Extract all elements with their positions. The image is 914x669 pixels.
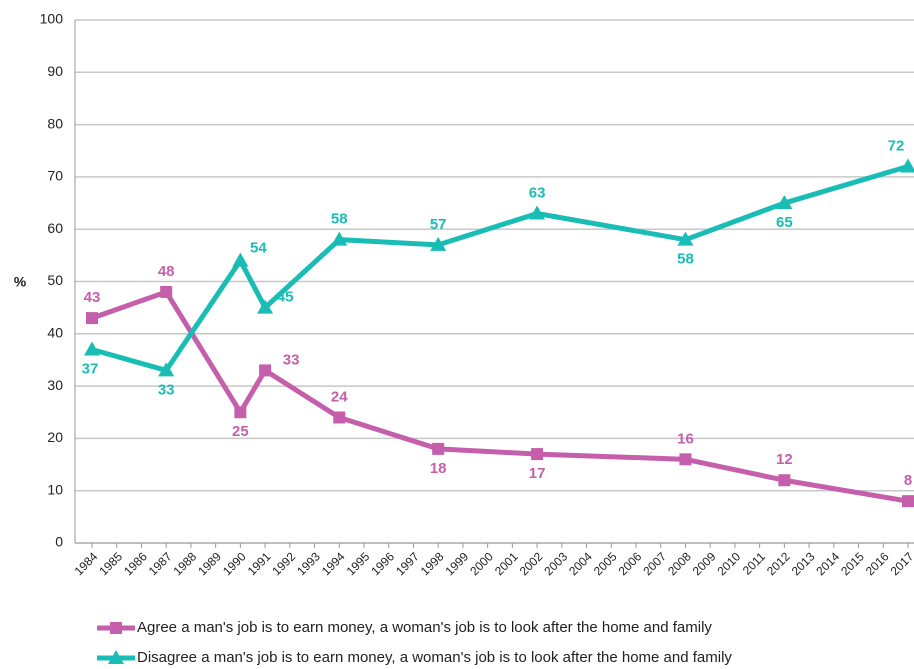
y-axis-label: % (14, 274, 27, 290)
marker (679, 453, 692, 466)
marker (86, 312, 98, 325)
marker (531, 448, 544, 461)
x-tick-label: 2004 (566, 549, 595, 578)
legend-label: Disagree a man's job is to earn money, a… (137, 649, 732, 666)
marker (234, 406, 247, 419)
marker (430, 236, 447, 251)
data-label: 48 (158, 263, 175, 280)
marker (529, 205, 546, 220)
marker (108, 650, 124, 664)
data-label: 37 (82, 360, 99, 377)
x-tick-label: 1990 (220, 549, 249, 578)
x-tick-label: 1996 (368, 549, 397, 578)
y-tick-label: 80 (47, 115, 63, 131)
marker (259, 364, 272, 377)
marker (331, 231, 348, 246)
data-label: 72 (888, 137, 905, 154)
x-tick-label: 2003 (541, 549, 570, 578)
y-tick-label: 20 (47, 429, 63, 445)
x-tick-label: 2015 (838, 549, 867, 578)
x-tick-label: 2017 (888, 549, 914, 578)
marker (677, 231, 694, 246)
x-tick-label: 1986 (121, 549, 150, 578)
marker (432, 442, 445, 455)
y-tick-label: 100 (40, 11, 64, 27)
x-tick-label: 2014 (813, 549, 842, 578)
x-tick-label: 1988 (170, 549, 199, 578)
marker (778, 474, 791, 487)
x-tick-label: 2010 (714, 549, 743, 578)
data-label: 65 (776, 214, 793, 231)
legend-item: Agree a man's job is to earn money, a wo… (97, 619, 712, 636)
x-tick-label: 2007 (640, 549, 669, 578)
x-tick-label: 2013 (789, 549, 818, 578)
x-tick-label: 2001 (492, 549, 521, 578)
legend-label: Agree a man's job is to earn money, a wo… (137, 619, 712, 636)
data-label: 45 (277, 289, 294, 306)
y-tick-label: 60 (47, 220, 63, 236)
marker (257, 299, 274, 314)
marker (776, 195, 793, 210)
series-line (91, 289, 909, 504)
y-tick-label: 90 (47, 63, 63, 79)
data-label: 57 (430, 216, 447, 233)
marker (158, 362, 175, 377)
x-tick-label: 1991 (245, 549, 274, 578)
data-label: 12 (776, 451, 793, 468)
marker (900, 158, 914, 173)
marker (160, 285, 173, 298)
data-label: 8 (904, 472, 912, 489)
x-tick-label: 2006 (616, 549, 645, 578)
marker (333, 411, 346, 424)
data-label: 33 (283, 351, 300, 368)
x-tick-label: 2011 (740, 549, 768, 577)
marker (232, 252, 249, 267)
x-tick-label: 1985 (96, 549, 125, 578)
y-tick-label: 30 (47, 377, 63, 393)
data-label: 58 (677, 251, 694, 268)
x-tick-label: 1989 (195, 549, 224, 578)
marker (84, 341, 100, 356)
x-tick-label: 2002 (517, 549, 546, 578)
x-tick-label: 2008 (665, 549, 694, 578)
y-tick-label: 50 (47, 272, 63, 288)
x-tick-label: 1992 (269, 549, 298, 578)
data-label: 24 (331, 388, 348, 405)
x-tick-label: 1998 (418, 549, 447, 578)
x-tick-label: 2009 (690, 549, 719, 578)
x-tick-label: 2012 (764, 549, 793, 578)
y-tick-label: 10 (47, 481, 63, 497)
y-tick-label: 70 (47, 168, 63, 184)
x-tick-label: 2005 (591, 549, 620, 578)
x-tick-label: 1993 (294, 549, 323, 578)
data-label: 16 (677, 430, 694, 447)
data-label: 63 (529, 184, 546, 201)
x-tick-label: 1987 (146, 549, 175, 578)
marker (110, 622, 122, 634)
data-label: 33 (158, 381, 175, 398)
data-label: 18 (430, 460, 447, 477)
data-label: 54 (250, 240, 267, 257)
x-tick-label: 1984 (72, 549, 101, 578)
series-line (91, 164, 909, 373)
marker (902, 495, 914, 508)
x-tick-label: 1994 (319, 549, 348, 578)
data-label: 58 (331, 211, 348, 228)
data-label: 25 (232, 423, 249, 440)
legend-item: Disagree a man's job is to earn money, a… (97, 649, 732, 666)
x-tick-label: 2000 (467, 549, 496, 578)
y-tick-label: 40 (47, 325, 63, 341)
data-label: 43 (84, 289, 101, 306)
x-tick-label: 2016 (863, 549, 892, 578)
x-tick-label: 1999 (442, 549, 471, 578)
y-tick-label: 0 (55, 534, 63, 550)
data-label: 17 (529, 465, 546, 482)
x-tick-label: 1997 (393, 549, 422, 578)
x-tick-label: 1995 (344, 549, 373, 578)
